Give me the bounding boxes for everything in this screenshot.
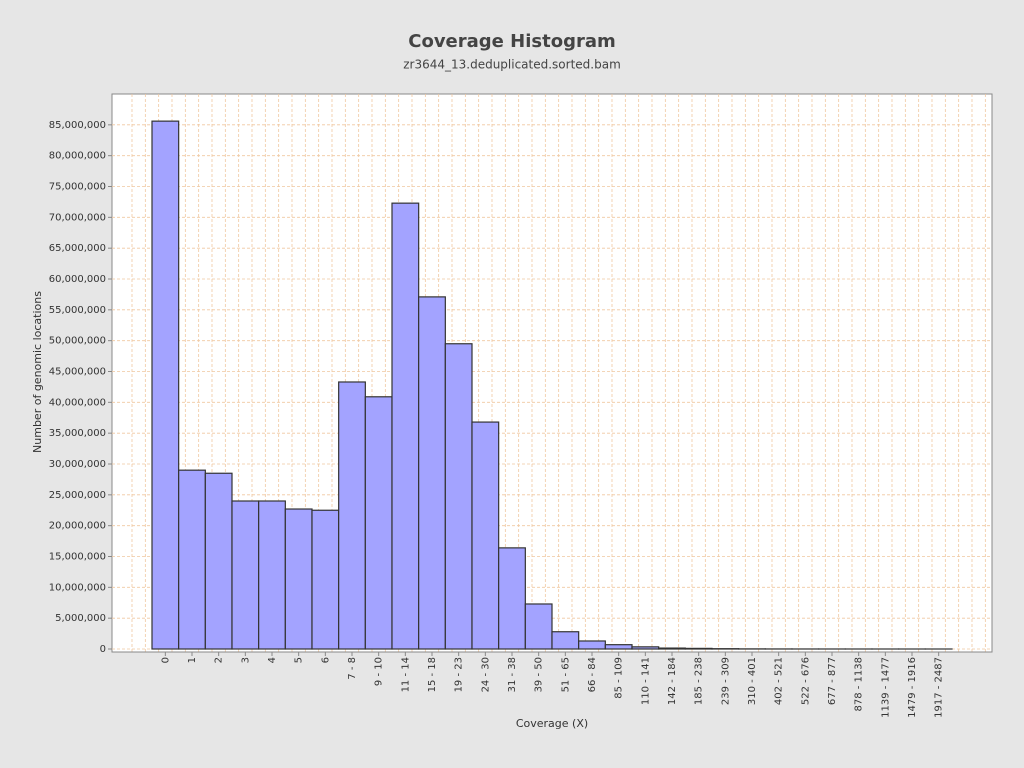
x-tick-label: 402 - 521 (774, 657, 785, 705)
x-tick-label: 110 - 141 (640, 657, 651, 705)
x-tick-label: 5 (294, 657, 305, 663)
x-tick-label: 1917 - 2487 (934, 657, 945, 718)
y-tick-label: 45,000,000 (49, 367, 106, 378)
x-tick-label: 522 - 676 (800, 657, 811, 705)
y-tick-label: 40,000,000 (49, 397, 106, 408)
bar (524, 603, 553, 650)
y-tick-label: 0 (100, 644, 106, 655)
x-tick-label: 4 (267, 657, 278, 663)
y-tick-label: 20,000,000 (49, 521, 106, 532)
bar (418, 296, 446, 650)
x-tick-label: 51 - 65 (560, 657, 571, 692)
y-axis-label: Number of genomic locations (31, 291, 44, 453)
bar (151, 120, 180, 650)
x-tick-label: 2 (214, 657, 225, 663)
x-tick-label: 677 - 877 (827, 657, 838, 705)
bar (231, 500, 260, 650)
chart-title: Coverage Histogram (408, 31, 615, 52)
x-tick-label: 66 - 84 (587, 657, 598, 692)
bar (364, 396, 393, 650)
bar (311, 509, 340, 650)
x-tick-label: 185 - 238 (694, 657, 705, 705)
bar (578, 640, 606, 650)
x-tick-label: 24 - 30 (480, 657, 491, 692)
x-tick-label: 310 - 401 (747, 657, 758, 705)
y-tick-label: 25,000,000 (49, 490, 106, 501)
chart-subtitle: zr3644_13.deduplicated.sorted.bam (403, 58, 621, 72)
y-tick-label: 85,000,000 (49, 120, 106, 131)
x-tick-label: 3 (240, 657, 251, 663)
x-tick-label: 878 - 1138 (854, 657, 865, 712)
x-tick-label: 6 (320, 657, 331, 663)
y-tick-label: 65,000,000 (49, 243, 106, 254)
bar (178, 469, 206, 650)
y-tick-label: 35,000,000 (49, 428, 106, 439)
bar (658, 647, 686, 650)
x-tick-label: 239 - 309 (720, 657, 731, 705)
x-axis-label: Coverage (X) (516, 717, 588, 730)
y-tick-label: 5,000,000 (55, 613, 106, 624)
x-tick-label: 11 - 14 (400, 657, 411, 692)
x-tick-label: 85 - 109 (614, 657, 625, 699)
x-tick-label: 19 - 23 (454, 657, 465, 692)
x-tick-label: 1 (187, 657, 198, 663)
bar (391, 202, 420, 650)
x-tick-label: 7 - 8 (347, 657, 358, 680)
x-tick-label: 142 - 184 (667, 657, 678, 705)
x-tick-label: 31 - 38 (507, 657, 518, 692)
bar (258, 500, 286, 650)
bar (284, 508, 313, 650)
y-tick-label: 60,000,000 (49, 274, 106, 285)
bar (444, 343, 473, 650)
y-tick-label: 75,000,000 (49, 182, 106, 193)
y-tick-label: 30,000,000 (49, 459, 106, 470)
x-tick-label: 15 - 18 (427, 657, 438, 692)
x-tick-label: 39 - 50 (534, 657, 545, 692)
y-tick-label: 10,000,000 (49, 582, 106, 593)
bar (498, 547, 526, 650)
bar (204, 472, 233, 650)
x-tick-label: 0 (160, 657, 171, 663)
x-tick-label: 1139 - 1477 (880, 657, 891, 718)
bar (471, 421, 500, 650)
bar (604, 644, 633, 650)
bar (684, 647, 713, 650)
y-tick-label: 15,000,000 (49, 552, 106, 563)
y-tick-label: 80,000,000 (49, 151, 106, 162)
bar (338, 381, 366, 650)
y-tick-label: 55,000,000 (49, 305, 106, 316)
y-tick-label: 70,000,000 (49, 212, 106, 223)
bar (631, 646, 660, 650)
x-tick-label: 9 - 10 (374, 657, 385, 686)
y-tick-label: 50,000,000 (49, 336, 106, 347)
bar (551, 631, 580, 650)
x-tick-label: 1479 - 1916 (907, 657, 918, 718)
